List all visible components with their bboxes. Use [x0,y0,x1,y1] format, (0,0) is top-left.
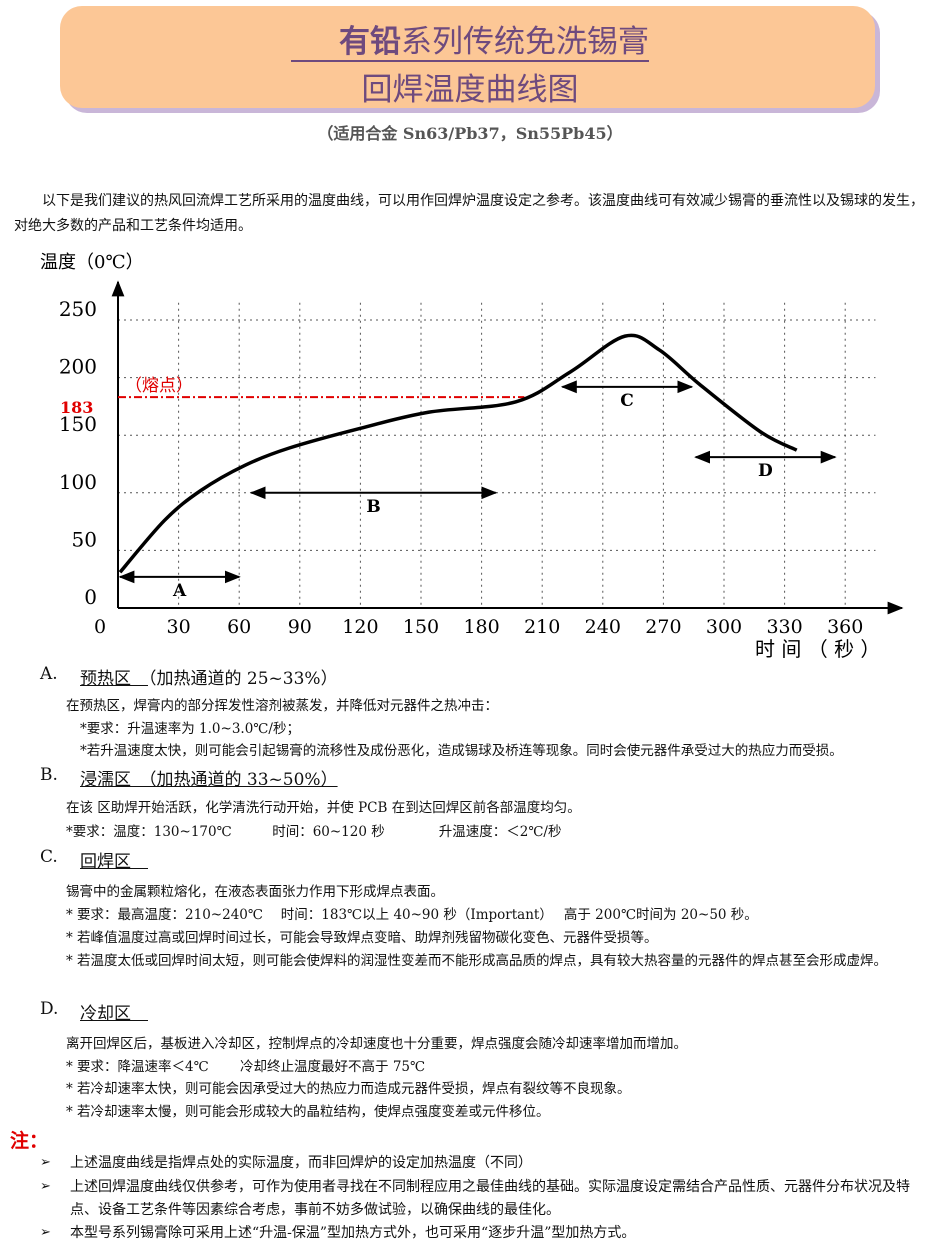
note-item: 上述温度曲线是指焊点处的实际温度，而非回焊炉的设定加热温度（不同） [70,1155,532,1171]
plot: 0 50 100 150 200 250 0 30 60 90 120 150 180 210 240 270… [59,297,864,638]
x-tick-label: 270 [645,616,681,638]
section-line: *要求：温度：130~170℃ 时间：60~120 秒 升温速度：＜2℃/秒 [66,824,562,840]
section-note: （加热通道的 25~33%） [148,669,338,689]
x-tick-label: 360 [827,616,863,638]
section-title: 预热区 （加热通道的 25~33%） [80,664,338,689]
section-title-text: 冷却区 [80,1004,131,1024]
section-title: 冷却区 [80,999,148,1024]
x-tick-label: 180 [463,616,499,638]
x-tick-label: 210 [524,616,560,638]
section-title-text: 预热区 [80,669,131,689]
x-tick-label: 300 [706,616,742,638]
zone-label: A [172,581,187,601]
x-tick-label: 330 [766,616,802,638]
section-line: *若升温速度太快，则可能会引起锡膏的流移性及成份恶化，造成锡球及桥连等现象。同时… [80,743,843,759]
melting-value: 183 [60,398,93,417]
x-tick-label: 150 [403,616,439,638]
section-letter: C. [40,847,58,867]
note-item: 上述回焊温度曲线仅供参考，可作为使用者寻找在不同制程应用之最佳曲线的基础。实际温… [70,1179,910,1218]
section-line: 在该 区助焊开始活跃，化学清洗行动开始，并使 PCB 在到达回焊区前各部温度均匀… [66,800,581,816]
x-tick-label: 60 [227,616,251,638]
section-name: 浸濡区 （加热通道的 33~50%） [80,770,338,790]
section-name: 回焊区 [80,852,148,872]
x-tick-label: 120 [342,616,378,638]
chart: 温度（0℃） 时 间 （ 秒 ） 0 50 100 150 200 250 0 30 60 90 1… [40,252,904,661]
section-title: 回焊区 [80,847,148,872]
zone-label: B [366,497,380,517]
bullet: ➢ [40,1179,51,1194]
section-line: 锡膏中的金属颗粒熔化，在液态表面张力作用下形成焊点表面。 [66,884,444,900]
section-line: * 要求：降温速率＜4℃ 冷却终止温度最好不高于 75℃ [66,1059,426,1075]
y-tick-label: 50 [72,527,97,551]
title-rest: 系列传统免洗锡膏 [401,24,649,60]
subtitle: 回焊温度曲线图 [361,72,579,108]
x-tick-label: 90 [288,616,312,638]
zone-label: D [758,461,773,481]
title: 有铅系列传统免洗锡膏 [0,16,940,62]
y-axis-label: 温度（0℃） [40,252,144,273]
section-line: * 要求：最高温度：210~240℃ 时间：183℃以上 40~90 秒（Imp… [66,907,758,923]
y-tick-label: 150 [59,412,97,436]
y-tick-label: 200 [59,355,97,379]
y-tick-label: 250 [59,297,97,321]
section-line: * 若冷却速率太快，则可能会因承受过大的热应力而造成元器件受损，焊点有裂纹等不良… [66,1081,631,1097]
section-note: （加热通道的 33~50%） [148,770,338,790]
y-tick-label: 0 [84,585,97,609]
melting-note: （熔点） [125,376,193,396]
section-line: 离开回焊区后，基板进入冷却区，控制焊点的冷却速度也十分重要，焊点强度会随冷却速率… [66,1036,687,1052]
title-bold: 有铅 [339,24,401,60]
header-box [60,6,875,108]
section-line: * 若冷却速率太慢，则可能会形成较大的晶粒结构，使焊点强度变差或元件移位。 [66,1104,550,1120]
section-letter: B. [40,765,58,785]
y-tick-label: 100 [59,470,97,494]
section-line: * 若温度太低或回焊时间太短，则可能会使焊料的润湿性变差而不能形成高品质的焊点，… [66,953,888,969]
section-letter: D. [40,999,59,1019]
section-name: 冷却区 [80,1004,148,1024]
alloy: （适用合金 Sn63/Pb37，Sn55Pb45） [317,124,623,143]
x-tick-label: 30 [167,616,191,638]
x-tick-label: 0 [94,616,106,638]
section-title: 浸濡区 （加热通道的 33~50%） [80,765,338,790]
profile-curve [118,333,798,574]
x-axis-label: 时 间 （ 秒 ） [755,637,880,661]
zone-label: C [620,391,634,411]
notes-heading: 注： [10,1130,49,1152]
x-tick-label: 240 [585,616,621,638]
grid [118,302,876,608]
section-title-text: 浸濡区 [80,770,131,790]
note-item: 本型号系列锡膏除可采用上述“升温-保温”型加热方式外，也可采用“逐步升温”型加热… [70,1225,636,1241]
section-name: 预热区 [80,669,148,689]
section-line: *要求：升温速率为 1.0~3.0℃/秒； [80,721,300,737]
bullet: ➢ [40,1225,51,1240]
section-line: 在预热区，焊膏内的部分挥发性溶剂被蒸发，并降低对元器件之热冲击： [66,698,498,714]
bullet: ➢ [40,1155,51,1170]
section-title-text: 回焊区 [80,852,131,872]
section-line: * 若峰值温度过高或回焊时间过长，可能会导致焊点变暗、助焊剂残留物碳化变色、元器… [66,930,658,946]
intro: 以下是我们建议的热风回流焊工艺所采用的温度曲线，可以用作回焊炉温度设定之参考。该… [14,193,924,234]
section-letter: A. [40,664,58,684]
